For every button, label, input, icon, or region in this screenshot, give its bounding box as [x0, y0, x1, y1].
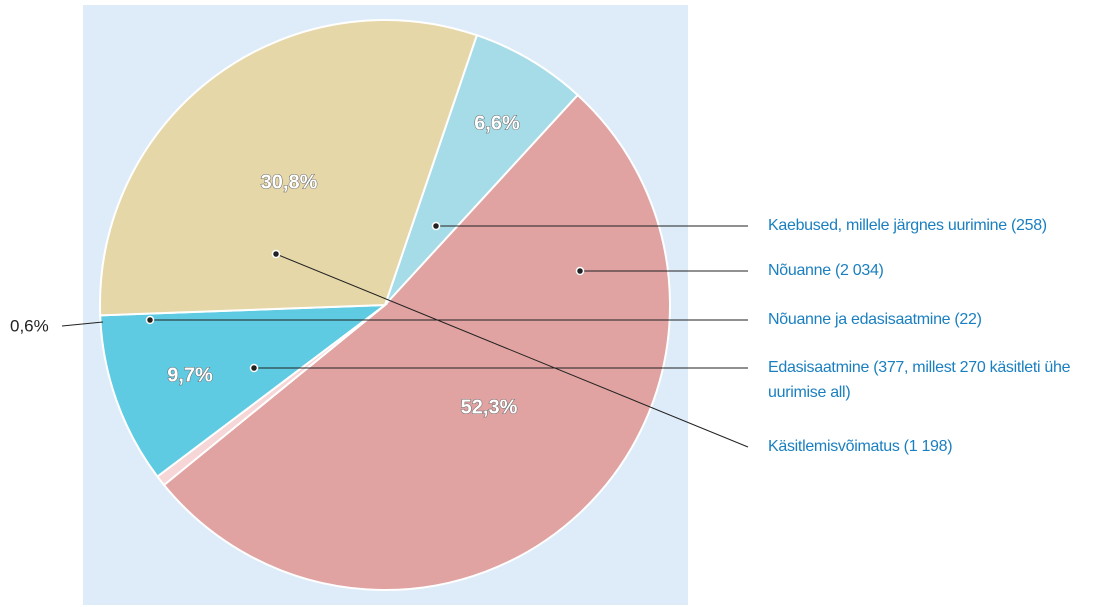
value-label: 9,7% — [167, 364, 213, 386]
legend-label: Edasisaatmine (377, millest 270 käsitlet… — [768, 359, 1071, 401]
pie-slice — [99, 303, 389, 478]
legend-label: Nõuanne (2 034) — [768, 262, 884, 279]
legend-label: Kaebused, millele järgnes uurimine (258) — [768, 217, 1047, 234]
value-label: 0,6% — [10, 316, 49, 335]
value-label: 52,3% — [461, 396, 518, 418]
leader-dot — [575, 266, 585, 276]
leader-dot — [145, 315, 155, 325]
leader-line — [61, 321, 104, 327]
legend-label: Käsitlemisvõimatus (1 198) — [768, 438, 953, 455]
value-label: 6,6% — [474, 112, 520, 134]
leader-line — [275, 253, 749, 448]
value-label: 30,8% — [261, 171, 318, 193]
leader-dot — [249, 363, 259, 373]
pie-slice — [384, 33, 580, 306]
pie-slice — [162, 93, 671, 591]
pie-slice — [99, 19, 479, 317]
leader-dot — [271, 249, 281, 259]
leader-dot — [431, 221, 441, 231]
legend-label: Nõuanne ja edasisaatmine (22) — [768, 311, 982, 328]
